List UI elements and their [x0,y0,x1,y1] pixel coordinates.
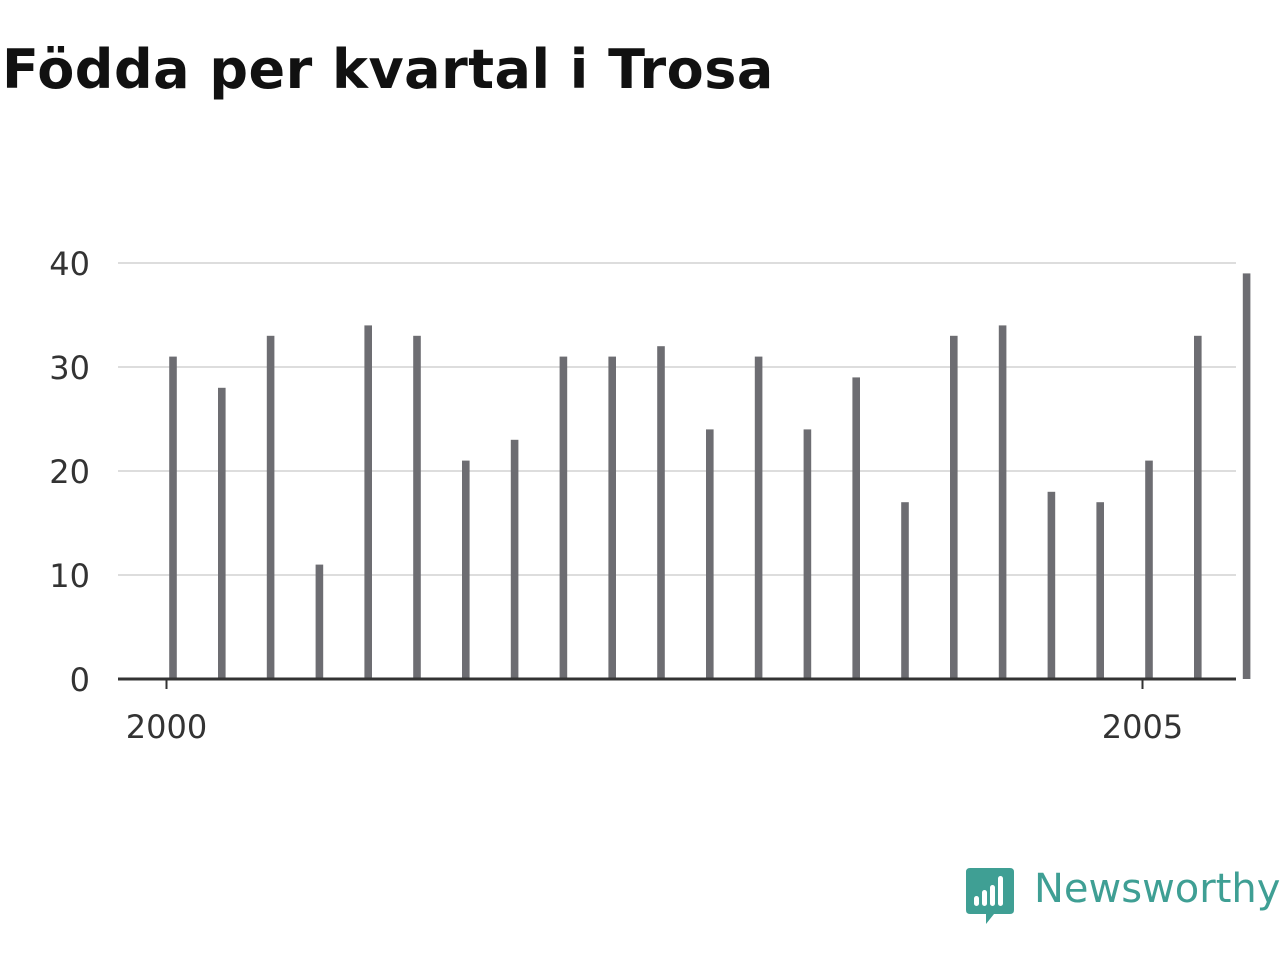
y-tick-label-10: 10 [49,557,90,595]
bar-18 [1047,491,1056,679]
bar-2 [266,335,275,679]
bar-10 [657,346,665,679]
y-tick-label-40: 40 [49,245,90,283]
newsworthy-logo[interactable]: Newsworthy [964,864,1280,928]
bars [169,273,1251,679]
y-tick-label-30: 30 [49,349,90,387]
x-tick-label-2005: 2005 [1102,708,1183,746]
bar-0 [169,356,177,679]
x-axis: 200020052010201520202025 [118,677,1236,746]
bar-12 [754,356,763,679]
bar-8 [559,356,568,679]
bar-19 [1096,502,1104,679]
bar-5 [413,335,421,679]
bar-20 [1145,460,1153,679]
bar-9 [608,356,616,679]
bar-7 [510,439,519,679]
bar-1 [218,387,226,679]
bar-17 [998,325,1007,679]
bar-13 [803,429,812,679]
x-tick-label-2000: 2000 [126,708,207,746]
bar-3 [315,564,324,679]
bar-22 [1242,273,1251,679]
newsworthy-logo-text: Newsworthy [1034,866,1280,912]
bar-6 [462,460,470,679]
bar-14 [852,377,860,679]
bar-16 [950,335,958,679]
bar-11 [706,429,714,679]
y-axis-ticks: 0 10 20 30 40 [49,245,90,699]
y-tick-label-0: 0 [70,661,90,699]
newsworthy-logo-icon [966,868,1014,924]
gridlines [118,262,1236,576]
bar-15 [901,502,909,679]
chart-title: Födda per kvartal i Trosa [2,38,774,101]
y-tick-label-20: 20 [49,453,90,491]
bar-21 [1194,335,1202,679]
bar-4 [364,325,372,679]
